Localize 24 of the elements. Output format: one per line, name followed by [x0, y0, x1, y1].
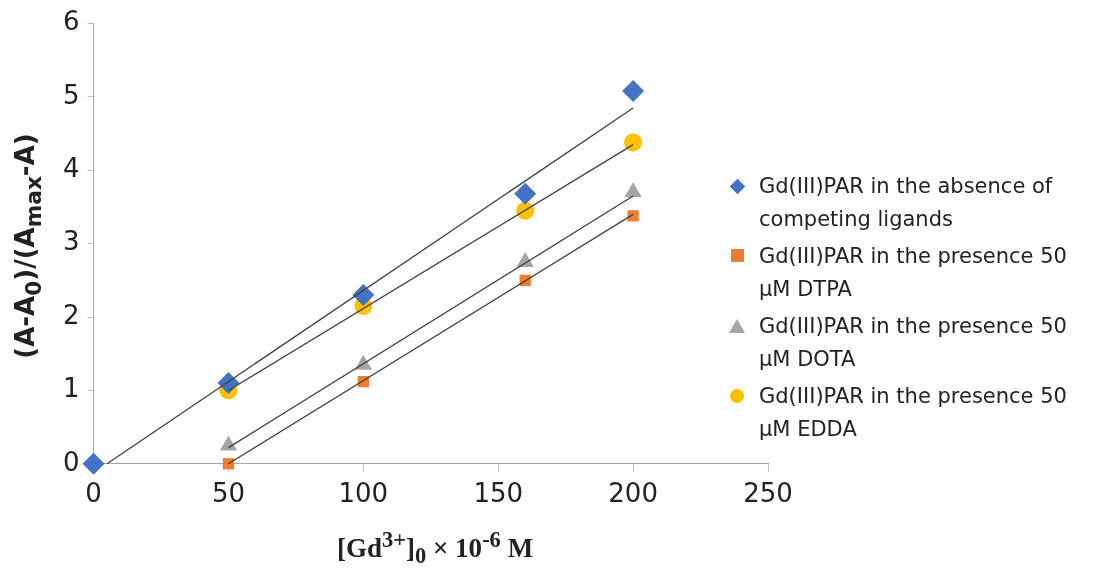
legend-label: Gd(III)PAR in the presence 50 µM DOTA [759, 313, 1068, 373]
y-tick-label: 5 [63, 79, 80, 110]
point [622, 80, 645, 103]
x-tick-label: 50 [211, 478, 245, 509]
point [627, 210, 639, 222]
x-tick-label: 150 [473, 478, 524, 509]
point [624, 133, 643, 152]
legend-label: Gd(III)PAR in the presence 50 µM DTPA [759, 243, 1068, 303]
x-tick-label: 200 [608, 478, 658, 509]
point [514, 182, 537, 205]
legend-label: Gd(III)PAR in the absence of competing ligands [759, 173, 1054, 233]
y-tick-label: 4 [63, 153, 80, 184]
legend-label: Gd(III)PAR in the presence 50 µM EDDA [759, 383, 1068, 443]
y-tick-label: 2 [63, 299, 80, 330]
x-axis-title: [Gd$^{3+}$]$_{0}$ × 10$^{-6}$ M [336, 526, 534, 570]
y-tick-label: 3 [63, 226, 80, 257]
y-tick-label: 0 [63, 446, 80, 477]
y-tick-label: 1 [63, 373, 80, 404]
y-tick-label: 6 [63, 6, 80, 37]
x-tick-label: 0 [85, 478, 102, 509]
x-tick-label: 250 [743, 478, 793, 509]
point [352, 284, 375, 307]
x-tick-label: 100 [338, 478, 389, 509]
point [82, 452, 105, 475]
